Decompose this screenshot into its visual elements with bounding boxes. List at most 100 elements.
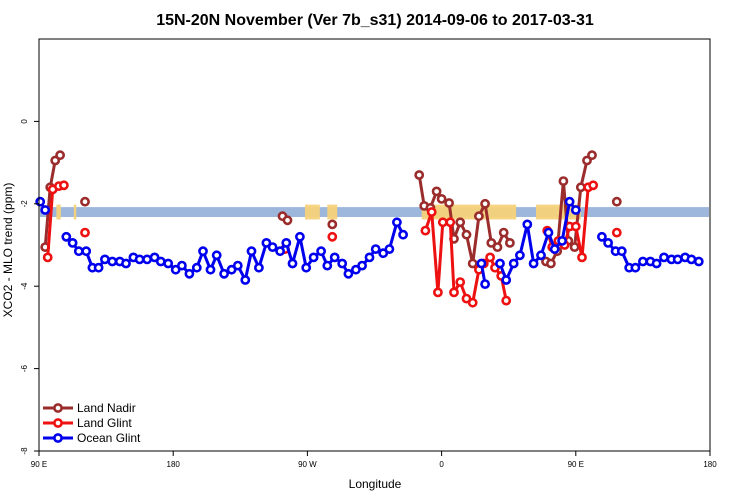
data-point [569,242,580,252]
data-point [449,287,459,298]
data-point [327,219,338,230]
x-tick-label: 90 E [31,460,47,469]
data-point [436,193,447,204]
data-point [107,256,118,267]
data-point [638,256,648,267]
data-point [611,196,622,207]
data-point [398,229,408,240]
data-point [93,262,104,273]
data-point [301,262,312,273]
y-tick-label: -2 [20,200,29,208]
data-point [61,231,72,242]
data-point [659,252,669,263]
data-point [426,207,437,217]
x-tick-label: 90 E [568,460,584,469]
data-point [329,252,340,263]
data-point [384,244,395,254]
data-point [543,227,554,238]
data-point [467,258,478,269]
land-patch [421,204,517,220]
data-point [693,256,704,267]
data-point [357,260,367,271]
data-point [480,279,490,289]
x-tick-label: 180 [167,460,181,469]
legend-marker [53,403,63,413]
data-point [603,237,613,248]
data-point [267,242,278,252]
data-point [522,219,533,230]
data-point [219,268,229,279]
data-point [467,297,478,308]
data-point [515,250,525,261]
legend-label: Land Glint [77,416,132,430]
data-point [455,217,466,228]
data-point [322,260,333,271]
data-point [281,237,292,248]
data-point [205,264,216,275]
data-point [81,246,92,257]
legend-label: Ocean Glint [77,431,141,445]
data-point [492,242,503,252]
data-point [198,246,208,257]
legend-label: Land Nadir [77,401,136,415]
data-point [504,237,515,248]
y-tick-label: 0 [20,119,29,124]
data-point [142,254,152,265]
data-point [616,246,627,257]
data-point [455,277,466,287]
data-point [546,258,556,269]
chart-title: 15N-20N November (Ver 7b_s31) 2014-09-06… [156,12,594,29]
y-axis: -8 -6 -4 -2 0 [20,119,39,455]
data-point [316,246,326,257]
data-point [501,295,512,306]
data-point [577,252,587,263]
data-point [630,262,641,273]
data-point [444,198,454,208]
x-axis-label: Longitude [349,477,402,491]
y-tick-label: -8 [20,447,29,455]
data-point [370,244,381,254]
data-point [176,260,187,271]
data-point [391,217,402,228]
data-point [59,180,69,191]
legend-marker [53,418,63,428]
land-patch [73,204,77,220]
data-point [480,198,490,209]
y-axis-label: XCO2 - MLO trend (ppm) [1,183,15,318]
x-tick-label: 0 [439,460,444,469]
data-point [261,237,272,248]
map-strip [40,204,709,220]
data-point [549,244,560,254]
data-point [282,215,293,226]
data-point [308,252,319,263]
data-point [445,217,456,228]
data-point [461,229,472,240]
data-point [80,196,90,207]
data-point [40,205,51,215]
data-point [437,217,448,228]
data-point [184,268,195,279]
series-ocean-glint [35,196,704,289]
data-point [495,258,505,269]
data-point [275,246,285,257]
data-point [327,231,338,242]
legend-marker [53,433,63,443]
ocean-band [40,207,709,217]
data-point [287,258,298,269]
land-patch [327,204,338,220]
data-point [498,227,509,238]
data-point [587,150,597,161]
data-point [501,275,512,285]
plot-frame [38,38,711,452]
data-point [476,258,487,269]
legend-item: Ocean Glint [43,431,141,445]
y-tick-label: -6 [20,364,29,372]
data-point [420,225,431,236]
data-point [528,258,539,269]
data-point [337,258,348,269]
data-point [294,231,305,242]
data-point [240,275,251,285]
data-point [211,250,222,261]
data-point [611,227,622,238]
